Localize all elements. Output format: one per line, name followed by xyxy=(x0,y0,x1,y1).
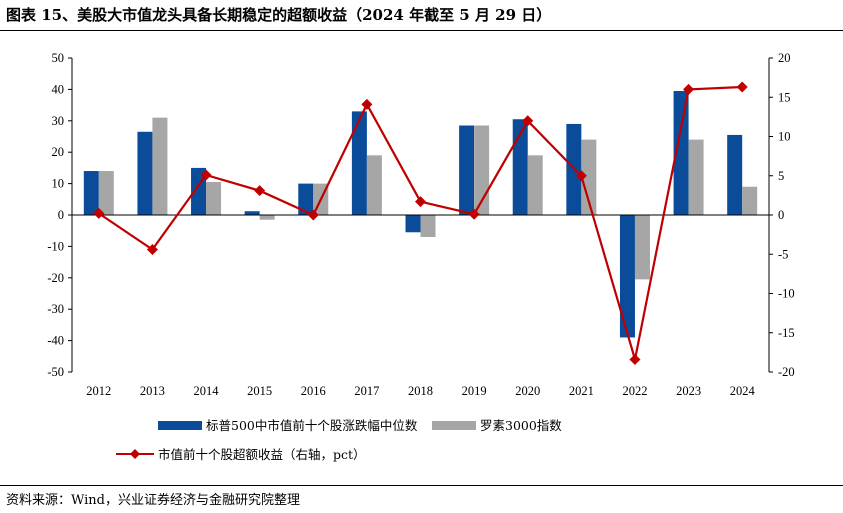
right-tick-label: 0 xyxy=(778,208,784,222)
left-tick-label: 30 xyxy=(52,114,65,128)
source-rule xyxy=(0,485,843,486)
bar-s2-2013 xyxy=(152,117,168,215)
bar-s2-2021 xyxy=(581,139,597,215)
x-tick-label: 2017 xyxy=(354,384,379,398)
bar-s2-2014 xyxy=(206,182,222,215)
bar-s2-2018 xyxy=(420,215,436,237)
line-marker-2020 xyxy=(522,115,534,127)
x-tick-label: 2016 xyxy=(301,384,326,398)
x-tick-label: 2019 xyxy=(462,384,487,398)
left-tick-label: 40 xyxy=(52,82,65,96)
bar-s1-2023 xyxy=(673,90,689,215)
chart-title: 图表 15、美股大市值龙头具备长期稳定的超额收益（2024 年截至 5 月 29… xyxy=(6,6,552,24)
left-tick-label: 10 xyxy=(52,177,65,191)
bar-layer xyxy=(83,90,758,338)
tick-layer: 50403020100-10-20-30-40-5020151050-5-10-… xyxy=(47,51,794,398)
x-tick-label: 2015 xyxy=(247,384,272,398)
bar-s2-2015 xyxy=(259,215,275,220)
combo-chart: 50403020100-10-20-30-40-5020151050-5-10-… xyxy=(47,51,794,462)
line-marker-2015 xyxy=(254,185,266,197)
bar-s1-2017 xyxy=(351,111,367,215)
line-marker-2012 xyxy=(93,207,105,219)
legend: 标普500中市值前十个股涨跌幅中位数 罗素3000指数 市值前十个股超额收益（右… xyxy=(116,418,562,462)
x-tick-label: 2014 xyxy=(194,384,220,398)
bar-s2-2023 xyxy=(688,139,704,215)
legend-label-line: 市值前十个股超额收益（右轴，pct） xyxy=(158,447,366,462)
line-layer xyxy=(93,81,748,365)
bar-s1-2019 xyxy=(459,125,475,215)
legend-label-series1: 标普500中市值前十个股涨跌幅中位数 xyxy=(206,418,418,433)
line-marker-2019 xyxy=(468,208,480,220)
line-marker-2024 xyxy=(736,81,748,93)
bar-s2-2022 xyxy=(634,215,650,280)
legend-swatch-series1 xyxy=(158,421,202,430)
line-marker-2018 xyxy=(415,196,426,208)
bar-s1-2015 xyxy=(244,211,260,215)
legend-marker-line xyxy=(130,449,140,459)
right-tick-label: -15 xyxy=(778,326,795,340)
bar-s1-2012 xyxy=(83,171,99,215)
right-tick-label: 15 xyxy=(778,90,791,104)
left-tick-label: -20 xyxy=(47,271,64,285)
right-tick-label: -10 xyxy=(778,287,795,301)
line-marker-2022 xyxy=(629,353,641,365)
left-tick-label: 20 xyxy=(52,145,65,159)
bar-s1-2020 xyxy=(512,119,528,215)
x-tick-label: 2021 xyxy=(569,384,594,398)
left-tick-label: -40 xyxy=(47,334,64,348)
x-tick-label: 2012 xyxy=(86,384,111,398)
x-tick-label: 2022 xyxy=(622,384,647,398)
left-tick-label: 0 xyxy=(58,208,64,222)
x-tick-label: 2013 xyxy=(140,384,165,398)
legend-swatch-series2 xyxy=(432,421,476,430)
left-tick-label: -50 xyxy=(47,365,64,379)
line-marker-2021 xyxy=(575,170,587,182)
right-tick-label: 20 xyxy=(778,51,791,65)
left-tick-label: -30 xyxy=(47,302,64,316)
x-tick-label: 2020 xyxy=(515,384,540,398)
bar-s2-2024 xyxy=(742,186,758,215)
line-marker-2013 xyxy=(146,244,158,256)
bar-s2-2017 xyxy=(366,155,382,215)
right-tick-label: -20 xyxy=(778,365,795,379)
bar-s1-2024 xyxy=(727,134,743,215)
right-tick-label: 5 xyxy=(778,169,784,183)
bar-s2-2012 xyxy=(98,171,114,215)
line-marker-2014 xyxy=(200,169,212,181)
line-marker-2016 xyxy=(307,209,319,221)
bar-s1-2022 xyxy=(619,215,635,338)
bar-s1-2016 xyxy=(298,183,314,215)
source-note: 资料来源：Wind，兴业证券经济与金融研究院整理 xyxy=(6,493,300,508)
right-tick-label: 10 xyxy=(778,130,791,144)
left-tick-label: 50 xyxy=(52,51,65,65)
bar-s1-2018 xyxy=(405,215,421,233)
bar-s1-2013 xyxy=(137,131,153,215)
x-tick-label: 2018 xyxy=(408,384,433,398)
x-tick-label: 2024 xyxy=(730,384,756,398)
right-tick-label: -5 xyxy=(778,247,788,261)
title-rule xyxy=(0,30,843,31)
left-tick-label: -10 xyxy=(47,239,64,253)
line-marker-2017 xyxy=(361,98,373,110)
line-marker-2023 xyxy=(683,83,695,95)
legend-label-series2: 罗素3000指数 xyxy=(480,418,562,433)
x-tick-label: 2023 xyxy=(676,384,701,398)
bar-s2-2020 xyxy=(527,155,543,215)
